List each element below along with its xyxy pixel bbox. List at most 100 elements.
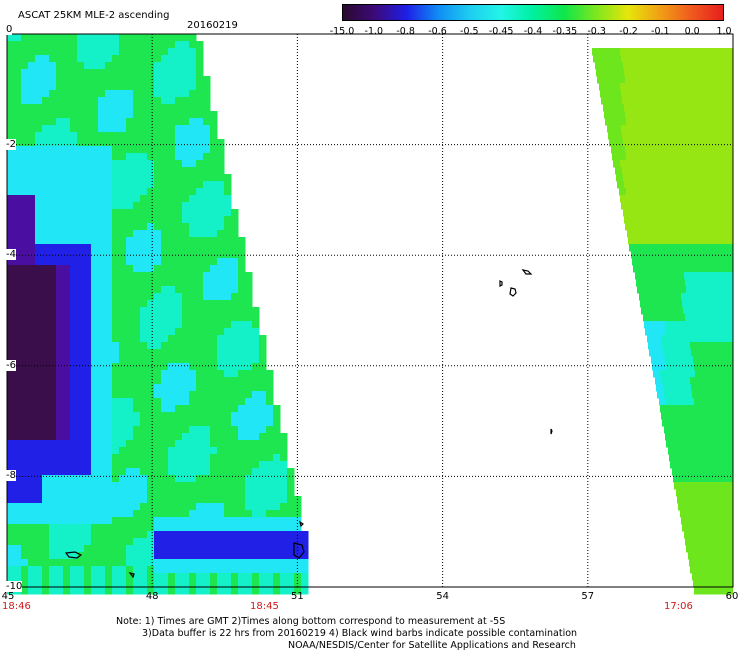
wind-cell	[238, 475, 246, 483]
wind-cell	[119, 573, 127, 581]
wind-cell	[147, 55, 155, 63]
wind-cell	[659, 69, 667, 77]
wind-cell	[628, 125, 636, 133]
wind-cell	[154, 321, 162, 329]
wind-cell	[14, 90, 22, 98]
wind-cell	[593, 55, 601, 63]
wind-cell	[168, 279, 176, 287]
wind-cell	[112, 272, 120, 280]
wind-cell	[627, 195, 635, 203]
wind-cell	[105, 391, 113, 399]
wind-cell	[77, 76, 85, 84]
wind-cell	[182, 552, 190, 560]
wind-cell	[98, 517, 106, 525]
wind-cell	[189, 496, 197, 504]
wind-cell	[154, 370, 162, 378]
wind-cell	[35, 153, 43, 161]
wind-cell	[708, 69, 716, 77]
wind-cell	[189, 300, 197, 308]
wind-cell	[7, 321, 15, 329]
wind-cell	[147, 195, 155, 203]
wind-cell	[77, 433, 85, 441]
wind-cell	[14, 524, 22, 532]
wind-cell	[35, 461, 43, 469]
wind-cell	[133, 34, 141, 42]
wind-cell	[21, 237, 29, 245]
wind-cell	[91, 489, 99, 497]
wind-cell	[210, 139, 218, 147]
wind-cell	[695, 405, 703, 413]
wind-cell	[35, 230, 43, 238]
wind-cell	[266, 405, 274, 413]
wind-cell	[652, 328, 660, 336]
wind-cell	[245, 440, 253, 448]
wind-cell	[105, 335, 113, 343]
wind-cell	[667, 111, 675, 119]
wind-cell	[119, 90, 127, 98]
wind-cell	[714, 545, 722, 553]
wind-cell	[14, 209, 22, 217]
wind-cell	[224, 510, 232, 518]
wind-cell	[670, 349, 678, 357]
wind-cell	[687, 398, 695, 406]
wind-cell	[119, 538, 127, 546]
wind-cell	[203, 433, 211, 441]
wind-cell	[70, 62, 78, 70]
wind-cell	[154, 552, 162, 560]
wind-cell	[14, 391, 22, 399]
wind-cell	[189, 146, 197, 154]
wind-cell	[203, 342, 211, 350]
wind-cell	[35, 34, 43, 42]
wind-cell	[231, 300, 239, 308]
wind-cell	[637, 139, 645, 147]
wind-cell	[147, 118, 155, 126]
wind-cell	[49, 118, 57, 126]
wind-cell	[98, 321, 106, 329]
wind-cell	[245, 405, 253, 413]
wind-cell	[133, 363, 141, 371]
wind-cell	[112, 111, 120, 119]
wind-cell	[266, 545, 274, 553]
wind-cell	[98, 482, 106, 490]
wind-cell	[49, 209, 57, 217]
wind-cell	[28, 489, 36, 497]
wind-cell	[168, 195, 176, 203]
wind-cell	[716, 258, 724, 266]
wind-cell	[154, 426, 162, 434]
wind-cell	[140, 188, 148, 196]
wind-cell	[238, 279, 246, 287]
wind-cell	[621, 90, 629, 98]
wind-cell	[688, 370, 696, 378]
wind-cell	[707, 62, 715, 70]
wind-cell	[98, 188, 106, 196]
wind-cell	[196, 118, 204, 126]
wind-cell	[63, 426, 71, 434]
wind-cell	[273, 559, 281, 567]
wind-cell	[631, 69, 639, 77]
wind-cell	[648, 160, 656, 168]
wind-cell	[154, 489, 162, 497]
wind-cell	[625, 76, 633, 84]
wind-cell	[119, 223, 127, 231]
wind-cell	[119, 279, 127, 287]
wind-cell	[694, 328, 702, 336]
wind-cell	[224, 188, 232, 196]
wind-cell	[63, 489, 71, 497]
wind-cell	[266, 524, 274, 532]
wind-cell	[28, 160, 36, 168]
wind-cell	[203, 286, 211, 294]
wind-cell	[112, 531, 120, 539]
wind-cell	[729, 440, 733, 448]
wind-cell	[231, 405, 239, 413]
wind-cell	[294, 573, 302, 581]
wind-cell	[266, 426, 274, 434]
wind-cell	[713, 314, 721, 322]
wind-cell	[175, 118, 183, 126]
wind-cell	[49, 132, 57, 140]
wind-cell	[7, 174, 15, 182]
wind-cell	[217, 587, 225, 595]
wind-cell	[210, 447, 218, 455]
wind-cell	[147, 188, 155, 196]
wind-cell	[189, 244, 197, 252]
wind-cell	[28, 90, 36, 98]
